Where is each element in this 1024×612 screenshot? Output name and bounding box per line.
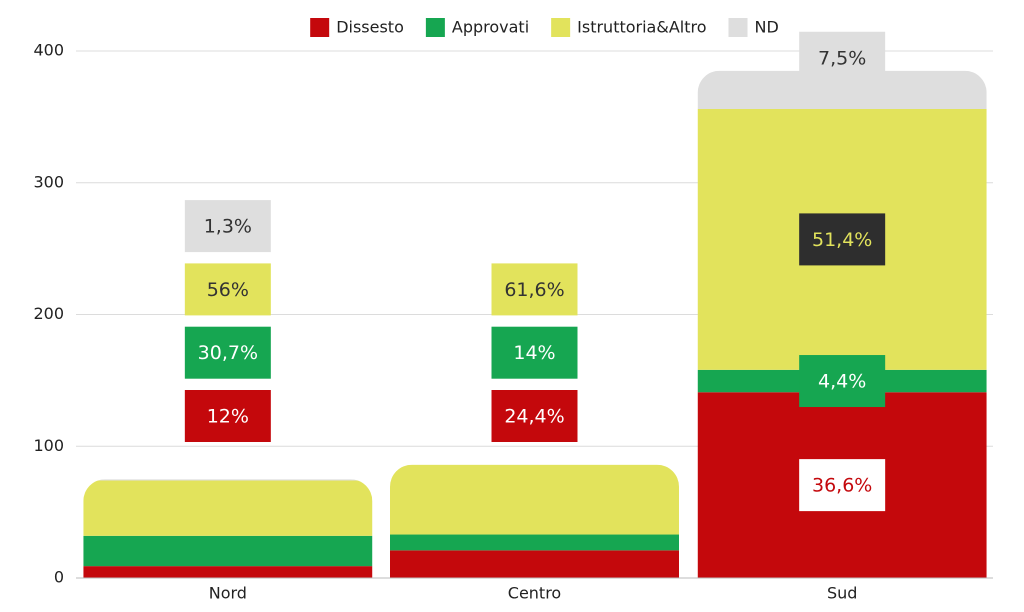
legend-label: Approvati [452, 18, 529, 37]
legend-swatch [728, 18, 748, 37]
bar-segment [83, 566, 373, 578]
legend-item: Approvati [425, 18, 529, 37]
data-label: 14% [513, 342, 555, 364]
y-tick-label: 400 [33, 41, 64, 60]
legend-swatch [310, 18, 330, 37]
legend-item: Istruttoria&Altro [551, 18, 707, 37]
label-box [491, 263, 578, 316]
bar-stack [390, 464, 679, 578]
data-label: 4,4% [818, 371, 866, 393]
legend-label: Dissesto [336, 18, 404, 37]
x-tick-label: Nord [209, 584, 247, 603]
label-box [799, 355, 886, 408]
label-box [491, 390, 578, 442]
x-tick-label: Sud [827, 584, 857, 603]
bar-stack [83, 479, 373, 578]
bar-segment [390, 550, 679, 578]
data-label: 61,6% [504, 279, 564, 301]
legend-label: Istruttoria&Altro [577, 18, 706, 37]
legend-item: ND [728, 18, 779, 37]
data-label: 30,7% [198, 342, 258, 364]
data-label: 24,4% [504, 406, 564, 428]
bar-segment [390, 534, 679, 551]
label-box [184, 390, 271, 442]
label-box [799, 31, 886, 84]
data-label: 7,5% [818, 47, 866, 69]
data-label: 56% [207, 279, 249, 301]
data-label: 36,6% [812, 475, 872, 497]
label-box [799, 459, 886, 512]
y-tick-label: 100 [33, 436, 64, 455]
label-box [184, 326, 271, 379]
y-tick-label: 200 [33, 304, 64, 323]
legend: Dissesto Approvati Istruttoria&Altro ND [310, 18, 779, 37]
bar-segment [83, 480, 373, 536]
legend-item: Dissesto [310, 18, 404, 37]
x-tick-label: Centro [508, 584, 561, 603]
bar-segment [83, 479, 373, 481]
label-box [184, 200, 271, 253]
data-label: 1,3% [204, 216, 252, 238]
y-tick-label: 300 [33, 172, 64, 191]
data-label: 12% [207, 406, 249, 428]
y-tick-label: 0 [54, 568, 64, 587]
data-label: 51,4% [812, 229, 872, 251]
label-box [799, 213, 886, 266]
bar-segment [390, 464, 679, 535]
legend-swatch [425, 18, 445, 37]
legend-swatch [551, 18, 571, 37]
bar-segment [83, 535, 373, 567]
label-box [184, 263, 271, 316]
legend-label: ND [755, 18, 779, 37]
label-box [491, 326, 578, 379]
